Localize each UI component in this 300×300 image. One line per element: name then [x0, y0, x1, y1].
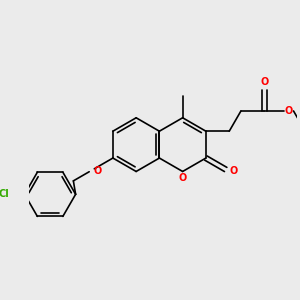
- Text: O: O: [260, 77, 269, 87]
- Text: Cl: Cl: [0, 189, 9, 199]
- Text: O: O: [93, 166, 102, 176]
- Text: O: O: [285, 106, 293, 116]
- Text: O: O: [229, 166, 237, 176]
- Text: O: O: [178, 173, 187, 183]
